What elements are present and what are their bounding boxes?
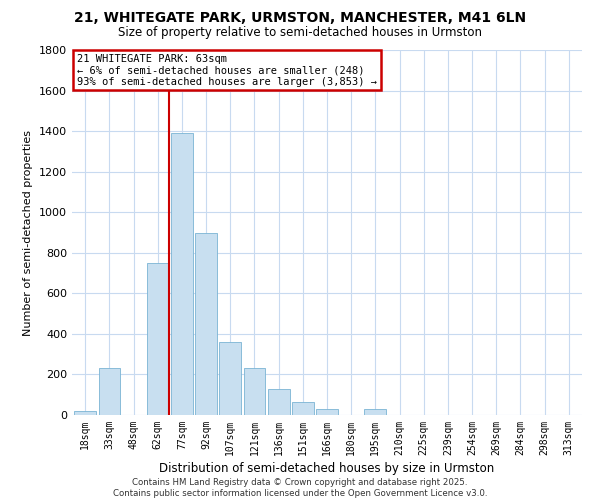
Bar: [268, 388, 290, 415]
Bar: [292, 402, 314, 415]
Bar: [98, 368, 121, 415]
X-axis label: Distribution of semi-detached houses by size in Urmston: Distribution of semi-detached houses by …: [160, 462, 494, 475]
Text: Contains HM Land Registry data © Crown copyright and database right 2025.
Contai: Contains HM Land Registry data © Crown c…: [113, 478, 487, 498]
Text: 21 WHITEGATE PARK: 63sqm
← 6% of semi-detached houses are smaller (248)
93% of s: 21 WHITEGATE PARK: 63sqm ← 6% of semi-de…: [77, 54, 377, 87]
Bar: [195, 232, 217, 415]
Y-axis label: Number of semi-detached properties: Number of semi-detached properties: [23, 130, 34, 336]
Bar: [316, 409, 338, 415]
Bar: [171, 133, 193, 415]
Bar: [244, 368, 265, 415]
Text: 21, WHITEGATE PARK, URMSTON, MANCHESTER, M41 6LN: 21, WHITEGATE PARK, URMSTON, MANCHESTER,…: [74, 11, 526, 25]
Bar: [220, 342, 241, 415]
Bar: [364, 409, 386, 415]
Text: Size of property relative to semi-detached houses in Urmston: Size of property relative to semi-detach…: [118, 26, 482, 39]
Bar: [147, 263, 169, 415]
Bar: [74, 411, 96, 415]
